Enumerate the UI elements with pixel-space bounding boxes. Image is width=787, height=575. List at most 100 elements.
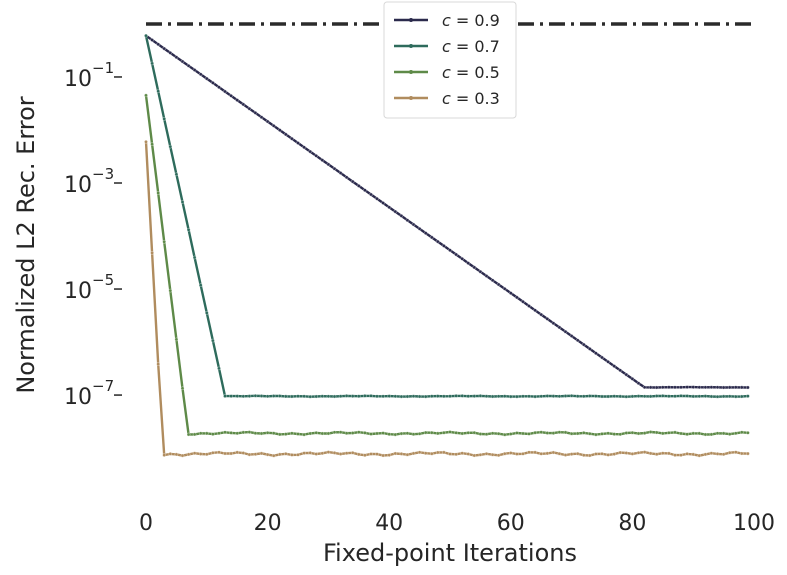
data-point [606,394,610,399]
data-point [709,385,714,389]
data-point [448,452,452,456]
data-point [709,432,714,437]
data-point [350,431,355,435]
data-point [502,287,507,291]
data-point [654,430,659,435]
data-point [308,149,312,154]
data-point [594,452,598,456]
data-point [606,360,610,364]
data-point [746,431,750,435]
data-point [588,394,592,398]
data-point [606,453,610,457]
data-point [223,394,227,398]
data-point [144,93,148,98]
data-point [703,432,708,437]
data-point [308,431,312,436]
data-point [180,59,185,64]
data-point [442,450,446,455]
data-point [186,432,191,437]
data-point [405,431,410,436]
legend: c = 0.9 c = 0.7 c = 0.5 c = 0.3 [383,1,517,119]
series-line [145,34,748,389]
data-point [594,351,598,355]
data-point [430,394,434,398]
data-point [448,394,452,398]
data-point [521,299,525,304]
data-point [302,145,306,150]
legend-marker [409,70,413,74]
data-point [241,451,246,455]
data-point [557,451,562,456]
legend-item-3: c = 0.3 [394,89,500,108]
data-point [636,381,641,385]
data-point [326,162,331,167]
y-axis-ticks: 10−1 10−3 10−5 10−7 [64,59,122,410]
data-point [691,385,695,389]
data-point [612,452,616,456]
data-point [539,394,543,399]
data-point [582,431,586,435]
data-point [417,394,422,399]
data-point [168,452,173,456]
data-point [156,191,160,195]
data-point [357,184,361,188]
data-point [673,453,677,457]
data-point [703,394,708,398]
data-point [484,394,489,398]
data-point [478,394,483,398]
data-point [557,430,562,434]
x-axis-ticks: 0 20 40 60 80 100 [139,511,775,536]
data-point [509,432,513,436]
data-point [411,451,416,456]
legend-label: c = 0.5 [442,63,500,82]
data-point [734,431,738,436]
data-point [679,453,683,457]
data-point [563,453,568,457]
data-point [545,431,550,435]
data-point [430,451,434,456]
data-point [667,385,671,389]
data-point [363,453,367,457]
legend-marker [409,44,413,48]
data-point [180,200,185,204]
data-point [192,432,197,437]
data-point [156,42,160,47]
data-point [393,394,398,399]
data-point [369,394,373,398]
data-point [211,451,215,455]
data-point [648,385,653,390]
data-point [223,89,227,94]
data-point [575,431,580,436]
data-point [685,385,689,389]
data-point [259,431,264,436]
data-point [162,240,166,244]
data-point [338,171,343,175]
data-point [642,394,647,399]
data-point [721,452,726,457]
data-point [320,451,325,456]
data-point [563,329,568,334]
data-point [417,450,422,455]
data-point [594,432,598,437]
data-point [545,451,550,456]
data-point [229,94,233,98]
data-point [278,432,282,437]
data-point [326,431,331,436]
data-point [387,205,391,210]
data-point [350,394,355,398]
data-point [150,251,154,255]
data-point [411,222,416,227]
legend-label: c = 0.3 [442,89,500,108]
data-point [746,385,750,390]
data-point [472,265,477,270]
data-point [357,452,361,457]
data-point [478,432,483,436]
data-point [241,394,246,399]
data-point [600,394,604,399]
data-point [454,394,458,398]
data-point [721,394,726,399]
data-point [436,431,440,436]
data-point [551,394,556,398]
data-point [734,385,738,390]
data-point [411,394,416,398]
